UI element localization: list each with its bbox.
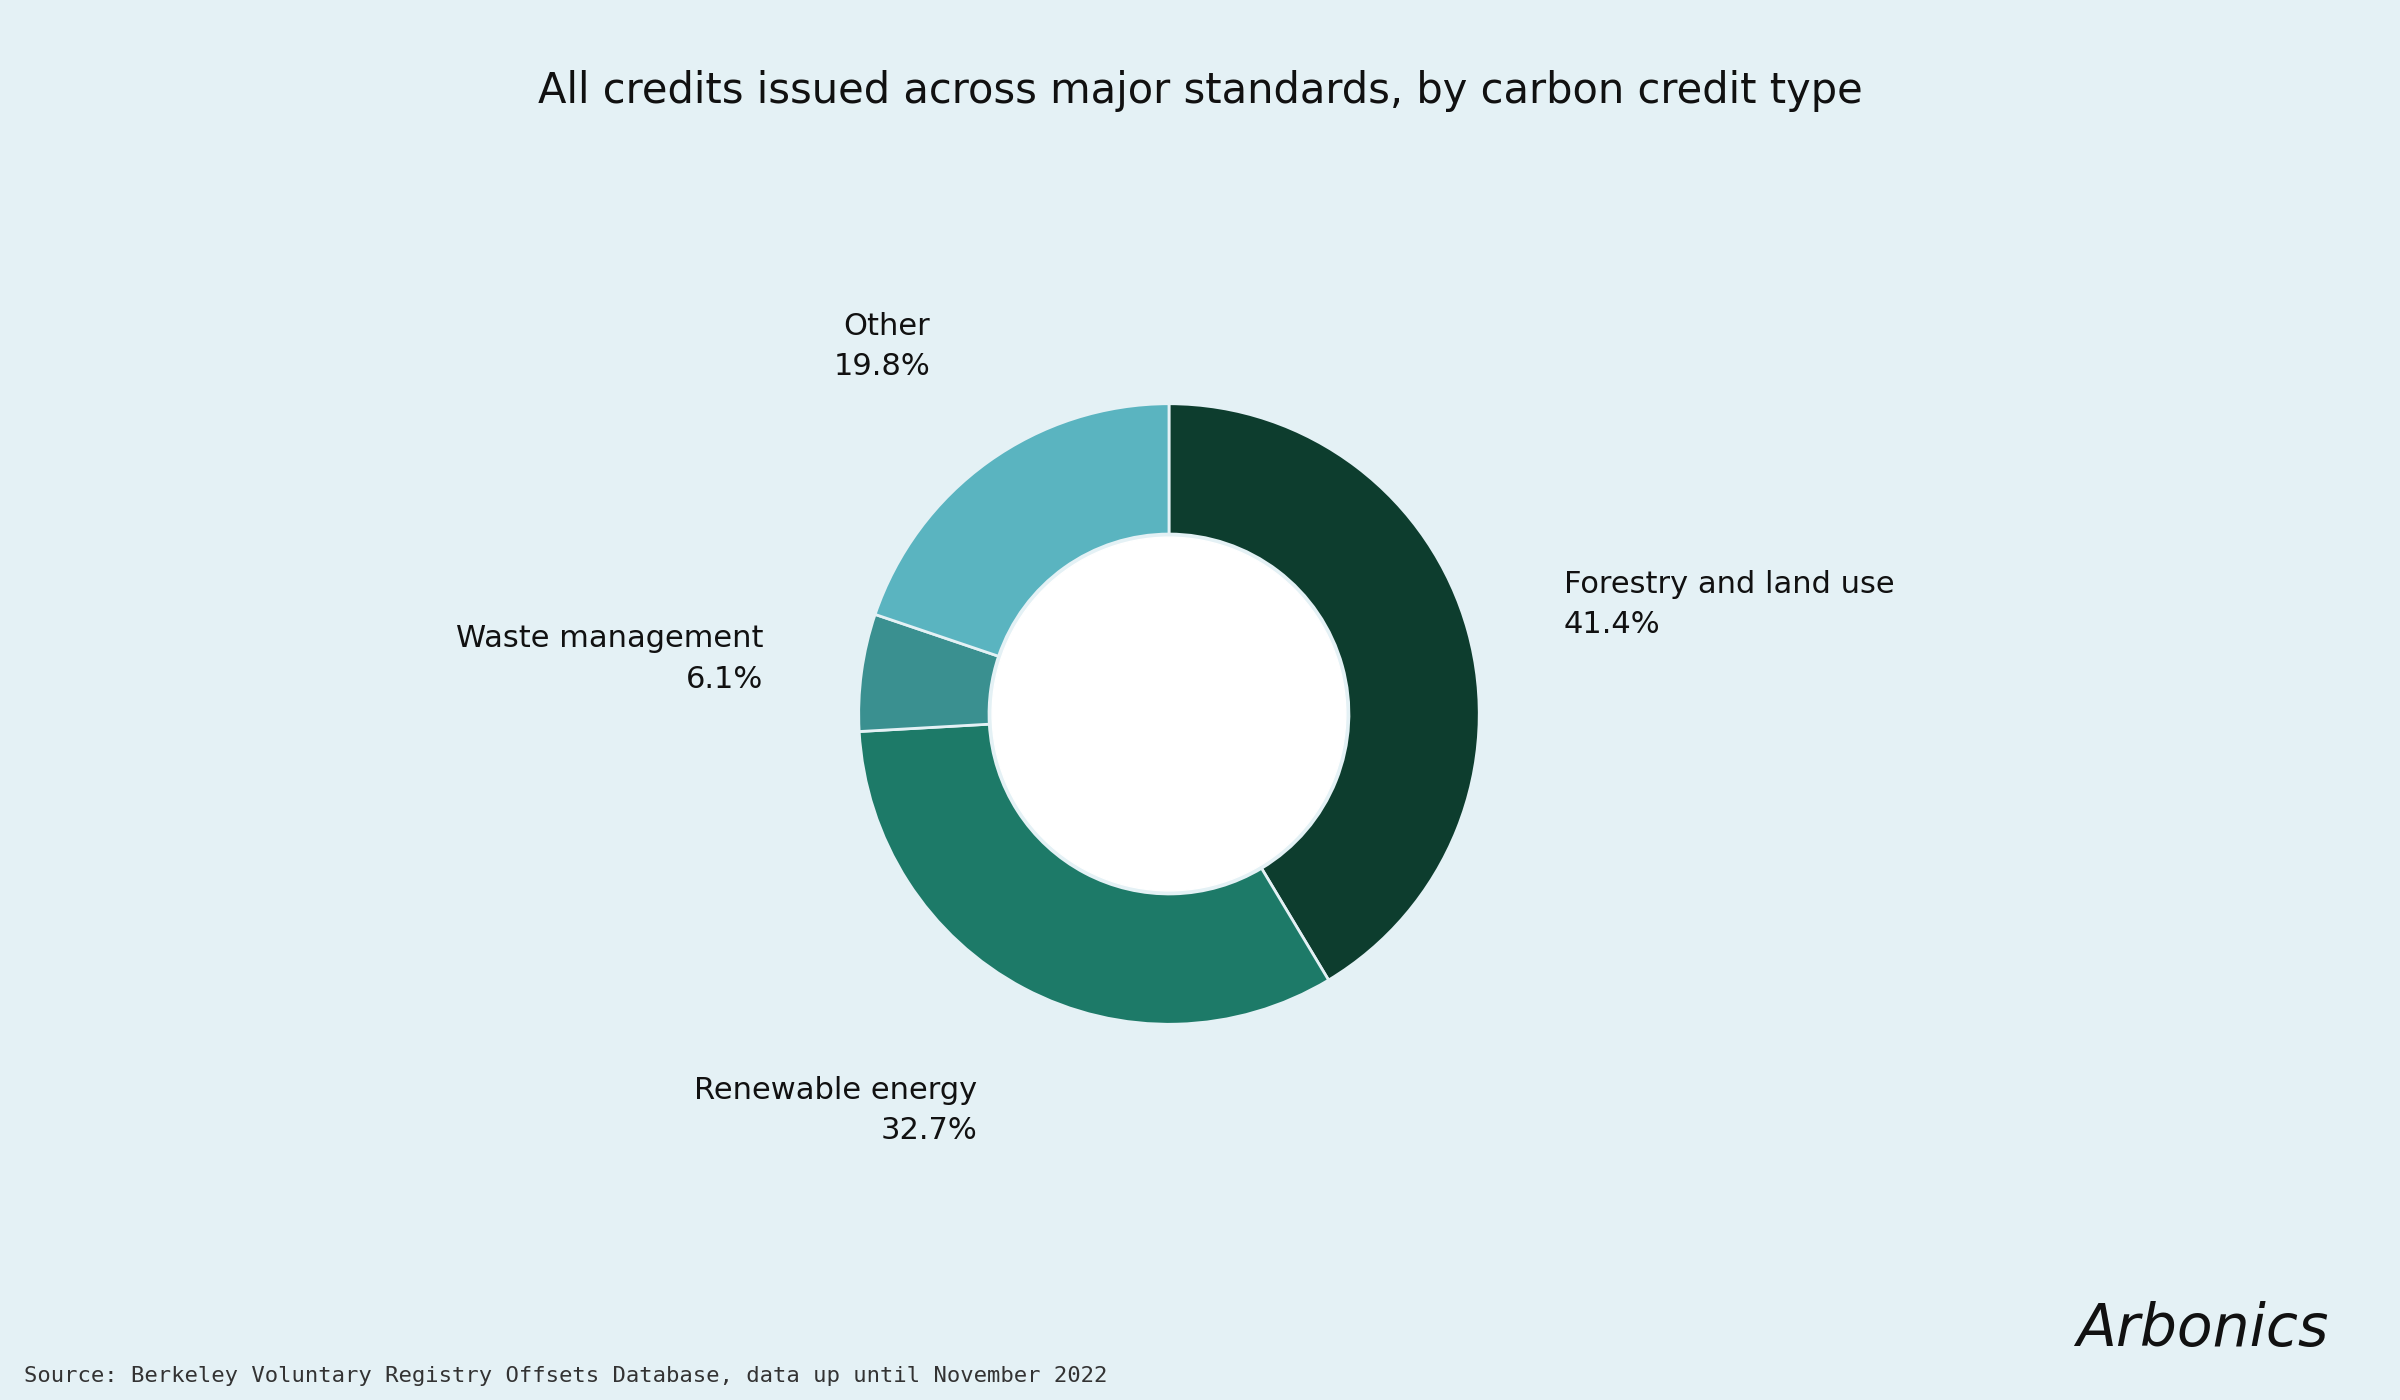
- Text: Source: Berkeley Voluntary Registry Offsets Database, data up until November 202: Source: Berkeley Voluntary Registry Offs…: [24, 1366, 1106, 1386]
- Wedge shape: [1169, 403, 1478, 980]
- Text: All credits issued across major standards, by carbon credit type: All credits issued across major standard…: [538, 70, 1862, 112]
- Circle shape: [991, 538, 1346, 890]
- Text: Arbonics: Arbonics: [2076, 1301, 2328, 1358]
- Text: Renewable energy
32.7%: Renewable energy 32.7%: [694, 1077, 977, 1145]
- Text: Forestry and land use
41.4%: Forestry and land use 41.4%: [1565, 570, 1894, 640]
- Wedge shape: [876, 403, 1169, 657]
- Text: Waste management
6.1%: Waste management 6.1%: [456, 624, 763, 693]
- Wedge shape: [859, 615, 998, 732]
- Wedge shape: [859, 724, 1330, 1025]
- Text: Other
19.8%: Other 19.8%: [833, 312, 931, 381]
